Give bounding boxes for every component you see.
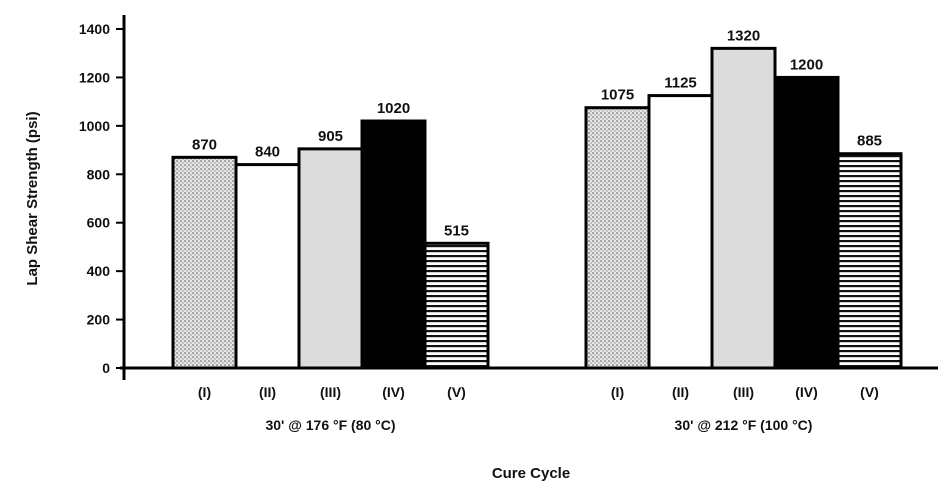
- y-tick-label: 600: [87, 215, 111, 231]
- category-label: (IV): [382, 384, 405, 400]
- y-tick-label: 0: [102, 360, 110, 376]
- y-tick-label: 800: [87, 166, 111, 182]
- bar: [171, 155, 238, 370]
- bar-value-label: 905: [318, 128, 343, 145]
- category-label: (I): [611, 384, 624, 400]
- y-tick-label: 1400: [79, 21, 110, 37]
- x-axis-title: Cure Cycle: [492, 465, 570, 482]
- category-label: (V): [860, 384, 879, 400]
- bar: [423, 241, 490, 370]
- bar-value-label: 1125: [664, 75, 697, 92]
- bar-value-label: 870: [192, 136, 217, 153]
- bar-value-label: 1020: [377, 100, 410, 117]
- y-axis-title: Lap Shear Strength (psi): [24, 111, 41, 285]
- category-label: (IV): [795, 384, 818, 400]
- category-label: (III): [320, 384, 341, 400]
- bar: [360, 119, 427, 370]
- bar-value-label: 1200: [790, 56, 823, 73]
- category-label: (II): [672, 384, 689, 400]
- category-label: (V): [447, 384, 466, 400]
- bar-value-label: 885: [857, 133, 882, 150]
- bar: [584, 106, 651, 370]
- category-label: (I): [198, 384, 211, 400]
- group-label: 30' @ 212 °F (100 °C): [675, 417, 813, 433]
- bar: [297, 147, 364, 370]
- y-tick-label: 400: [87, 263, 111, 279]
- bar: [836, 152, 903, 370]
- labels-layer: Lap Shear Strength (psi) Cure Cycle 870 (I)…: [24, 27, 882, 482]
- bar-value-label: 840: [255, 144, 280, 161]
- y-tick-label: 200: [87, 312, 111, 328]
- bars-layer: [171, 46, 903, 370]
- category-label: (III): [733, 384, 754, 400]
- group-label: 30' @ 176 °F (80 °C): [265, 417, 395, 433]
- bar: [647, 94, 714, 370]
- bar-value-label: 515: [444, 222, 469, 239]
- bar-value-label: 1075: [601, 87, 634, 104]
- bar: [234, 163, 301, 370]
- bar: [773, 75, 840, 370]
- y-tick-label: 1200: [79, 69, 110, 85]
- category-label: (II): [259, 384, 276, 400]
- bar: [710, 46, 777, 370]
- bar-value-label: 1320: [727, 27, 760, 44]
- y-tick-label: 1000: [79, 118, 110, 134]
